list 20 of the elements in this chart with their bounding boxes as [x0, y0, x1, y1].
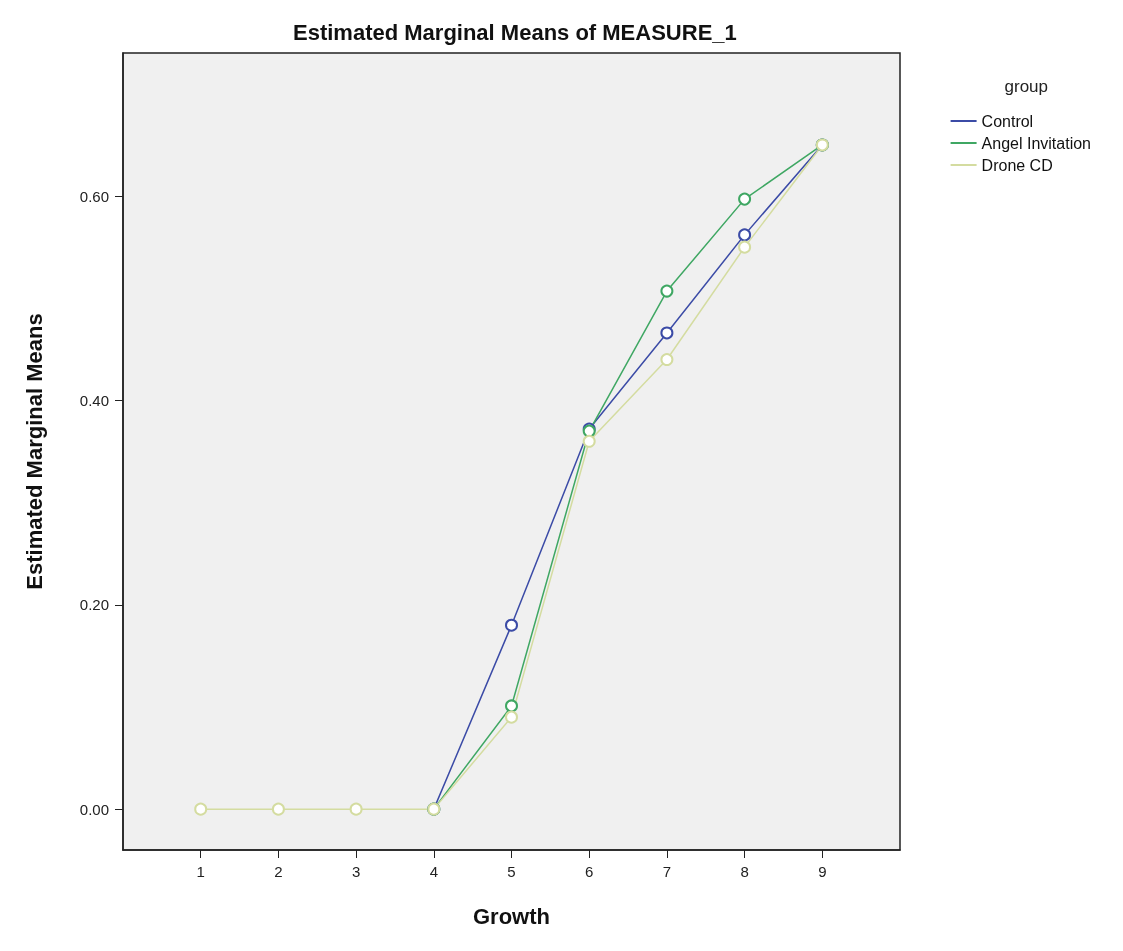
y-tick-label: 0.60: [79, 187, 109, 205]
x-tick-label: 1: [196, 863, 205, 880]
y-tick-label: 0.20: [79, 596, 109, 614]
legend-label: Drone CD: [981, 156, 1053, 174]
x-tick-label: 4: [429, 863, 438, 880]
x-tick-label: 6: [585, 863, 594, 880]
legend-label: Control: [981, 112, 1034, 130]
x-tick-label: 7: [662, 863, 672, 880]
legend-title: group: [1004, 77, 1048, 96]
chart-title: Estimated Marginal Means of MEASURE_1: [293, 19, 737, 45]
x-tick-label: 3: [351, 863, 361, 880]
x-tick-label: 8: [740, 863, 749, 880]
x-tick-label: 2: [274, 863, 283, 880]
x-axis-title: Growth: [473, 903, 550, 929]
y-tick-label: 0.00: [79, 800, 109, 818]
y-tick-label: 0.40: [79, 391, 109, 409]
legend-label: Angel Invitation: [981, 134, 1091, 152]
x-tick-label: 5: [507, 863, 516, 880]
y-axis-title: Estimated Marginal Means: [21, 313, 47, 590]
x-tick-label: 9: [818, 863, 827, 880]
